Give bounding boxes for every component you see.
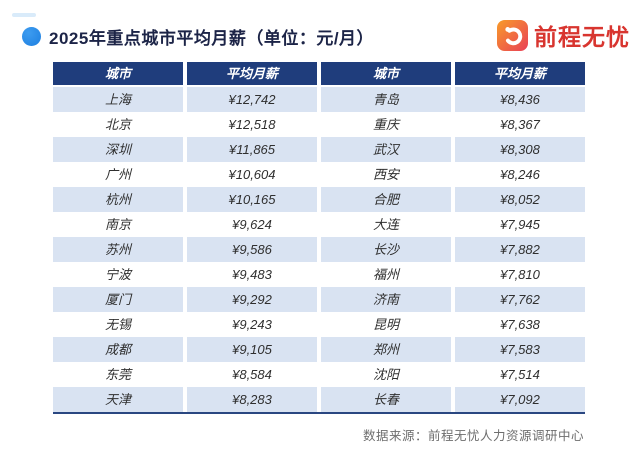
- city-cell: 苏州: [53, 237, 183, 262]
- city-cell: 杭州: [53, 187, 183, 212]
- salary-cell: ¥9,292: [187, 287, 317, 312]
- salary-cell: ¥10,604: [187, 162, 317, 187]
- salary-cell: ¥12,518: [187, 112, 317, 137]
- data-source-note: 数据来源：前程无忧人力资源调研中心: [362, 429, 584, 443]
- salary-cell: ¥7,762: [455, 287, 585, 312]
- column-header-city: 城市: [53, 62, 183, 85]
- salary-cell: ¥10,165: [187, 187, 317, 212]
- salary-cell: ¥9,624: [187, 212, 317, 237]
- column-header-salary: 平均月薪: [187, 62, 317, 85]
- brand-name: 前程无忧: [534, 24, 630, 50]
- city-cell: 成都: [53, 337, 183, 362]
- salary-cell: ¥8,283: [187, 387, 317, 412]
- column-header-salary: 平均月薪: [455, 62, 585, 85]
- city-cell: 济南: [321, 287, 451, 312]
- salary-cell: ¥11,865: [187, 137, 317, 162]
- city-cell: 广州: [53, 162, 183, 187]
- city-cell: 北京: [53, 112, 183, 137]
- city-cell: 重庆: [321, 112, 451, 137]
- city-cell: 东莞: [53, 362, 183, 387]
- city-cell: 武汉: [321, 137, 451, 162]
- city-cell: 沈阳: [321, 362, 451, 387]
- title-bullet-icon: [22, 27, 41, 46]
- city-cell: 合肥: [321, 187, 451, 212]
- salary-cell: ¥8,436: [455, 87, 585, 112]
- salary-cell: ¥7,945: [455, 212, 585, 237]
- salary-cell: ¥7,882: [455, 237, 585, 262]
- city-cell: 西安: [321, 162, 451, 187]
- city-cell: 福州: [321, 262, 451, 287]
- city-cell: 青岛: [321, 87, 451, 112]
- city-cell: 上海: [53, 87, 183, 112]
- salary-cell: ¥8,052: [455, 187, 585, 212]
- city-cell: 天津: [53, 387, 183, 412]
- city-cell: 大连: [321, 212, 451, 237]
- city-cell: 宁波: [53, 262, 183, 287]
- salary-cell: ¥8,367: [455, 112, 585, 137]
- column-header-city: 城市: [321, 62, 451, 85]
- city-cell: 厦门: [53, 287, 183, 312]
- salary-cell: ¥9,586: [187, 237, 317, 262]
- city-cell: 昆明: [321, 312, 451, 337]
- salary-cell: ¥9,105: [187, 337, 317, 362]
- salary-cell: ¥12,742: [187, 87, 317, 112]
- city-cell: 无锡: [53, 312, 183, 337]
- salary-cell: ¥7,092: [455, 387, 585, 412]
- city-cell: 深圳: [53, 137, 183, 162]
- city-cell: 南京: [53, 212, 183, 237]
- city-cell: 郑州: [321, 337, 451, 362]
- salary-cell: ¥8,246: [455, 162, 585, 187]
- salary-cell: ¥8,584: [187, 362, 317, 387]
- salary-cell: ¥8,308: [455, 137, 585, 162]
- brand-logo: 前程无忧: [497, 18, 630, 52]
- salary-cell: ¥7,583: [455, 337, 585, 362]
- city-cell: 长沙: [321, 237, 451, 262]
- salary-cell: ¥7,810: [455, 262, 585, 287]
- city-cell: 长春: [321, 387, 451, 412]
- salary-table-body: 上海 ¥12,742 青岛 ¥8,436 北京 ¥12,518 重庆 ¥8,367 深圳 ¥11,…: [53, 87, 585, 414]
- salary-cell: ¥7,514: [455, 362, 585, 387]
- hand-logo-icon: [497, 19, 528, 51]
- salary-cell: ¥9,243: [187, 312, 317, 337]
- salary-cell: ¥7,638: [455, 312, 585, 337]
- page-title: 2025年重点城市平均月薪（单位：元/月）: [49, 29, 375, 48]
- salary-table-header: 城市 平均月薪 城市 平均月薪: [53, 62, 585, 85]
- salary-cell: ¥9,483: [187, 262, 317, 287]
- salary-table: 城市 平均月薪 城市 平均月薪 上海 ¥12,742 青岛 ¥8,436 北京 ¥12,518 重…: [53, 62, 585, 414]
- page-header: 2025年重点城市平均月薪（单位：元/月）: [22, 24, 618, 49]
- decorative-smudge: [12, 13, 36, 17]
